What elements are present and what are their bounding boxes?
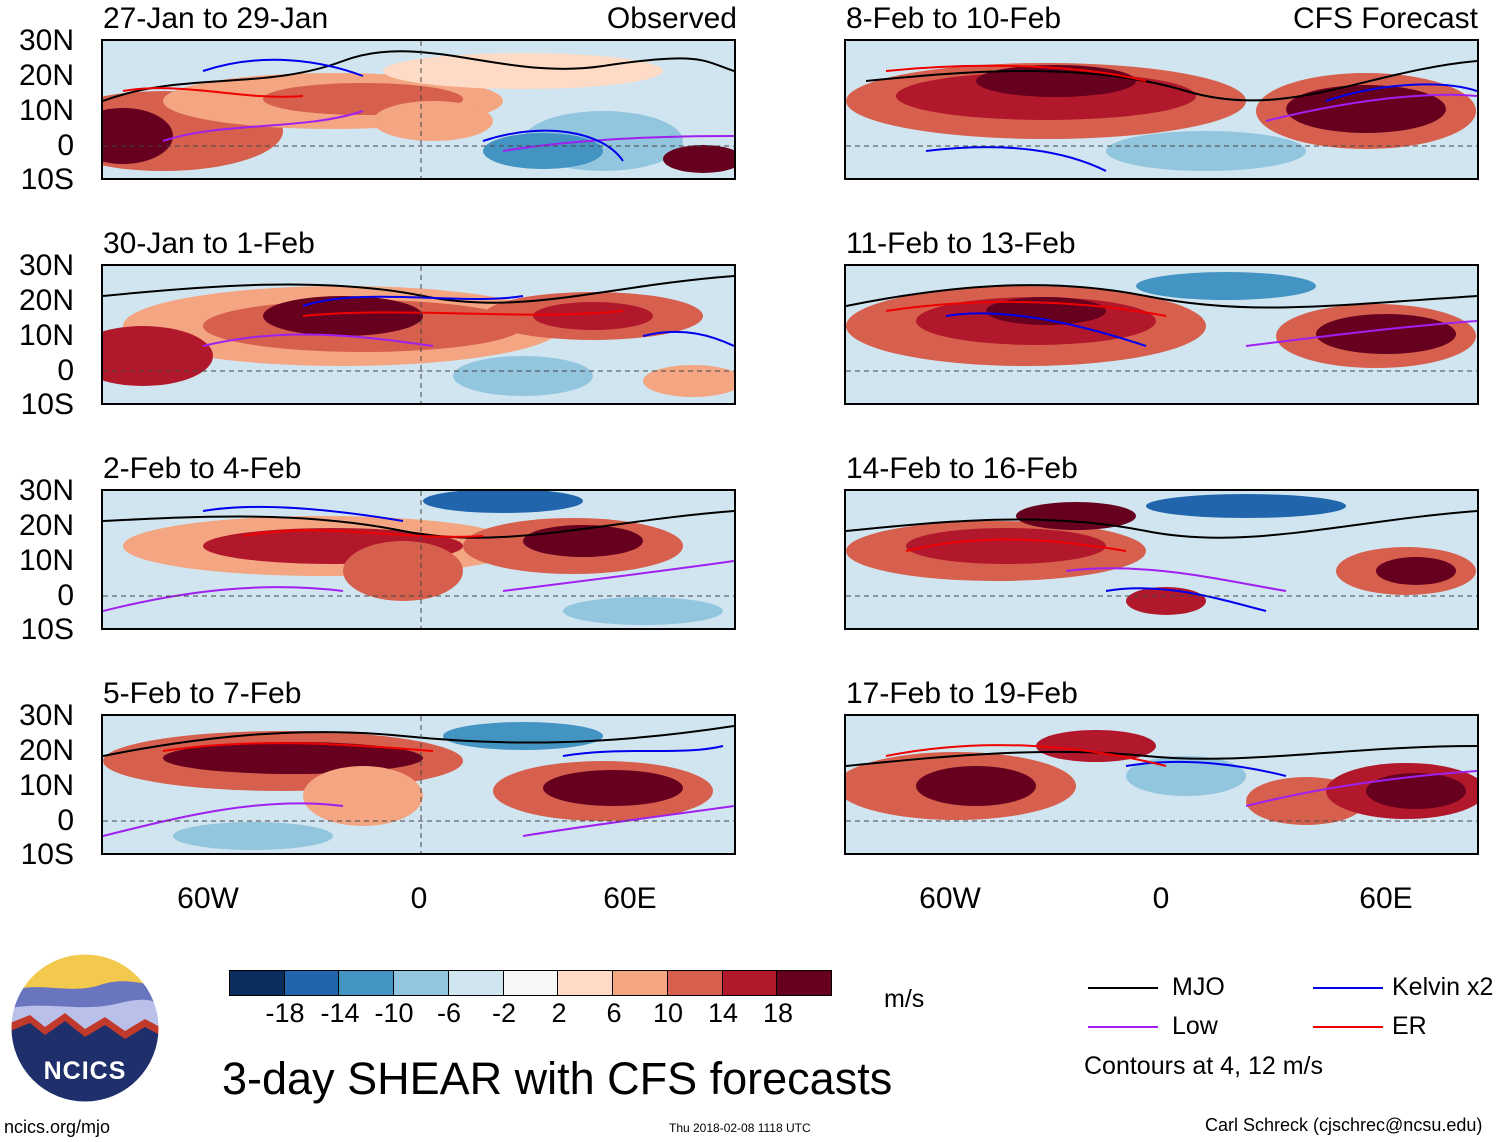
colorbar-swatch: [666, 971, 722, 995]
lat-label: 10S: [20, 838, 74, 871]
panel-title-6: 11-Feb to 13-Feb: [846, 227, 1076, 260]
panel-title-1: 27-Jan to 29-Jan: [103, 2, 329, 35]
lat-label: 30N: [18, 24, 74, 57]
legend-line-low: [1088, 1026, 1158, 1028]
colorbar: [229, 970, 832, 996]
cfs-forecast-header: CFS Forecast: [1292, 2, 1478, 35]
main-title: 3-day SHEAR with CFS forecasts: [222, 1053, 893, 1104]
lat-label: 0: [57, 129, 74, 162]
footer-url: ncics.org/mjo: [4, 1117, 111, 1137]
lon-label-left-0: 0: [410, 882, 428, 915]
legend-line-er: [1313, 1026, 1383, 1028]
panel-title-7: 14-Feb to 16-Feb: [846, 452, 1078, 485]
lat-label: 30N: [18, 474, 74, 507]
lat-label: 10S: [20, 163, 74, 196]
colorbar-label: -2: [491, 998, 516, 1028]
footer-author: Carl Schreck (cjschrec@ncsu.edu): [1205, 1115, 1483, 1135]
lat-label: 0: [57, 579, 74, 612]
legend-label-mjo: MJO: [1172, 973, 1225, 1001]
colorbar-label: -14: [320, 998, 360, 1028]
lat-label: 10N: [18, 319, 74, 352]
colorbar-swatch: [776, 971, 832, 995]
colorbar-swatch: [721, 971, 777, 995]
colorbar-unit: m/s: [884, 985, 925, 1013]
panel-title-2: 30-Jan to 1-Feb: [103, 227, 315, 260]
colorbar-label: 18: [762, 998, 794, 1028]
map-panel-8: [844, 714, 1479, 855]
map-panel-3: [101, 489, 736, 630]
legend-label-low: Low: [1172, 1012, 1218, 1040]
lon-label-right-60e: 60E: [1359, 882, 1413, 915]
colorbar-label: 10: [652, 998, 684, 1028]
lat-label: 30N: [18, 249, 74, 282]
legend-label-er: ER: [1392, 1012, 1427, 1040]
ncics-logo: NCICS: [10, 953, 160, 1103]
colorbar-label: -10: [374, 998, 414, 1028]
colorbar-swatch: [283, 971, 339, 995]
lat-label: 0: [57, 804, 74, 837]
panel-title-3: 2-Feb to 4-Feb: [103, 452, 302, 485]
map-panel-5: [844, 39, 1479, 180]
lon-label-right-0: 0: [1152, 882, 1170, 915]
colorbar-label: 6: [606, 998, 622, 1028]
colorbar-swatch: [393, 971, 448, 995]
colorbar-swatch: [557, 971, 613, 995]
panel-title-4: 5-Feb to 7-Feb: [103, 677, 302, 710]
lat-label: 20N: [18, 509, 74, 542]
colorbar-swatch: [447, 971, 503, 995]
observed-header: Observed: [606, 2, 737, 35]
colorbar-label: -18: [265, 998, 305, 1028]
map-panel-6: [844, 264, 1479, 405]
lat-label: 10S: [20, 613, 74, 646]
lat-label: 10S: [20, 388, 74, 421]
lon-label-right-60w: 60W: [919, 882, 981, 915]
lat-label: 0: [57, 354, 74, 387]
map-panel-2: [101, 264, 736, 405]
colorbar-label: -6: [436, 998, 461, 1028]
footer-timestamp: Thu 2018-02-08 1118 UTC: [669, 1121, 811, 1135]
map-panel-4: [101, 714, 736, 855]
panel-title-8: 17-Feb to 19-Feb: [846, 677, 1078, 710]
lat-label: 20N: [18, 59, 74, 92]
legend-line-mjo: [1088, 987, 1158, 989]
lat-label: 20N: [18, 734, 74, 767]
colorbar-swatch: [230, 971, 284, 995]
lat-label: 20N: [18, 284, 74, 317]
map-panel-1: [101, 39, 736, 180]
colorbar-label: 2: [551, 998, 567, 1028]
lon-label-left-60e: 60E: [603, 882, 657, 915]
legend-line-kelvin: [1313, 987, 1383, 989]
lon-label-left-60w: 60W: [177, 882, 239, 915]
legend-note: Contours at 4, 12 m/s: [1084, 1052, 1324, 1080]
colorbar-swatch: [338, 971, 394, 995]
lat-label: 10N: [18, 94, 74, 127]
lat-label: 10N: [18, 769, 74, 802]
panel-title-5: 8-Feb to 10-Feb: [846, 2, 1062, 35]
colorbar-swatch: [502, 971, 558, 995]
map-panel-7: [844, 489, 1479, 630]
lat-label: 10N: [18, 544, 74, 577]
legend-label-kelvin: Kelvin x2: [1392, 973, 1494, 1001]
lat-label: 30N: [18, 699, 74, 732]
colorbar-swatch: [612, 971, 667, 995]
logo-text: NCICS: [43, 1057, 127, 1085]
colorbar-label: 14: [707, 998, 739, 1028]
